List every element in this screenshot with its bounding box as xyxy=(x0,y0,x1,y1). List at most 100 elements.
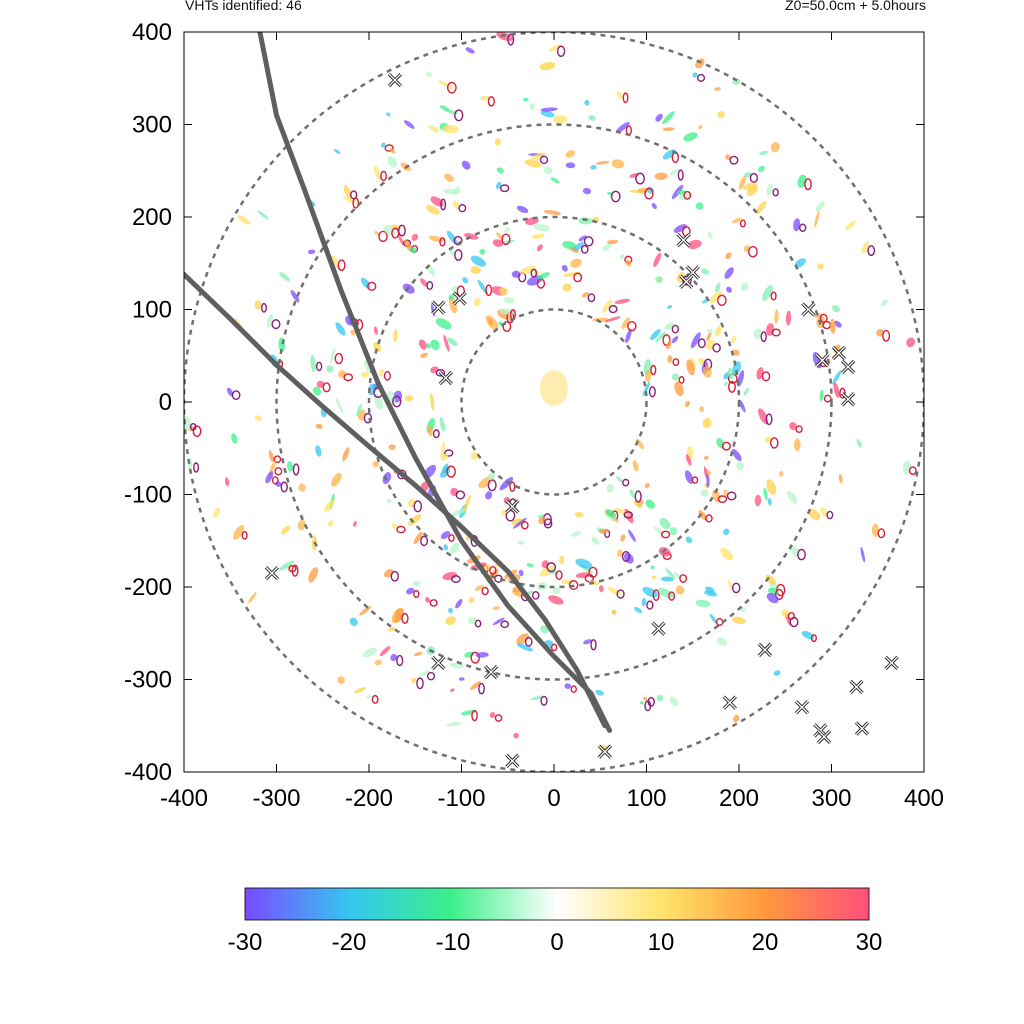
field-blob xyxy=(315,423,323,429)
field-blob xyxy=(643,696,648,701)
field-blob xyxy=(856,439,862,448)
field-blob xyxy=(287,461,294,472)
field-blob xyxy=(519,265,536,275)
vortex-contour xyxy=(877,528,886,539)
field-blob xyxy=(617,549,623,558)
field-blob xyxy=(727,367,734,380)
vortex-contour xyxy=(696,73,706,82)
field-blob xyxy=(540,110,555,118)
field-blob xyxy=(754,494,762,507)
field-blob xyxy=(524,159,542,168)
vortex-contour xyxy=(280,481,288,493)
field-blob xyxy=(876,329,885,337)
vortex-contour xyxy=(797,548,806,561)
vortex-contour xyxy=(193,462,200,473)
field-blob xyxy=(446,722,462,727)
vortex-contour xyxy=(769,437,779,449)
field-blob xyxy=(385,112,391,117)
vortex-contour xyxy=(650,364,657,376)
x-tick-label: 200 xyxy=(719,785,759,812)
field-blob xyxy=(705,586,715,594)
field-blob xyxy=(226,387,234,397)
vht-marker xyxy=(854,721,870,736)
field-blob xyxy=(595,689,604,696)
field-blob xyxy=(676,189,686,195)
field-blob xyxy=(785,310,792,326)
field-blob xyxy=(570,258,582,268)
field-blob xyxy=(298,483,306,492)
vortex-contour xyxy=(644,187,654,200)
field-blob xyxy=(526,563,534,568)
field-blob xyxy=(426,264,436,276)
field-blob xyxy=(669,696,679,707)
vortex-contour xyxy=(444,449,454,457)
field-blob xyxy=(662,149,676,160)
vortex-contour xyxy=(509,481,516,492)
field-blob xyxy=(464,233,479,240)
vortex-contour xyxy=(322,382,331,393)
field-blob xyxy=(448,608,454,614)
field-blob xyxy=(529,152,547,162)
field-blob xyxy=(732,217,742,224)
vht-marker xyxy=(884,655,899,670)
x-tick-label: -200 xyxy=(345,785,393,812)
field-blob xyxy=(316,380,325,388)
field-blob xyxy=(366,694,372,699)
vortex-contour xyxy=(531,591,540,600)
field-blob xyxy=(373,393,383,410)
vortex-contour xyxy=(760,331,767,343)
field-blob xyxy=(257,210,269,220)
field-blob xyxy=(655,331,666,343)
field-blob xyxy=(503,296,515,304)
field-blob xyxy=(539,565,556,577)
field-blob xyxy=(473,298,481,307)
field-blob xyxy=(660,576,674,582)
field-blob xyxy=(664,322,675,331)
vortex-contour xyxy=(616,589,625,599)
field-blob xyxy=(629,488,635,499)
field-blob xyxy=(335,322,346,336)
field-blob xyxy=(513,732,519,739)
field-blob xyxy=(773,670,781,676)
field-blob xyxy=(492,239,504,247)
vortex-contour xyxy=(396,654,404,667)
vht-marker xyxy=(794,700,810,715)
field-blob xyxy=(393,329,398,343)
vht-marker xyxy=(841,359,856,374)
field-blob xyxy=(440,531,451,540)
vortex-contour xyxy=(683,190,692,200)
vht-marker xyxy=(452,291,467,306)
field-blob xyxy=(430,339,440,351)
field-blob xyxy=(794,258,806,268)
vortex-contour xyxy=(810,634,817,643)
field-blob xyxy=(606,515,617,522)
vortex-contour xyxy=(432,429,440,439)
field-blob xyxy=(611,609,617,615)
field-blob xyxy=(450,688,455,693)
field-blob xyxy=(831,304,840,313)
field-blob xyxy=(598,528,609,534)
field-blob xyxy=(667,305,673,309)
field-blob xyxy=(470,681,481,691)
field-blob xyxy=(512,517,527,529)
y-tick-label: -100 xyxy=(124,482,172,509)
field-blob xyxy=(673,572,681,579)
x-tick-label: 300 xyxy=(811,785,851,812)
field-blob xyxy=(455,599,463,609)
vortex-contour xyxy=(273,455,282,464)
reference-circle xyxy=(275,123,833,681)
vht-marker xyxy=(483,664,499,680)
field-blob xyxy=(683,132,698,142)
field-blob xyxy=(448,248,456,256)
vortex-contour xyxy=(691,476,699,484)
field-blob xyxy=(564,683,572,689)
field-blob xyxy=(702,417,712,429)
field-blob xyxy=(281,525,290,535)
vortex-contour xyxy=(587,293,596,303)
field-blob xyxy=(552,587,561,595)
field-blob xyxy=(315,445,322,457)
x-tick-label: -400 xyxy=(160,785,208,812)
colorbar-tick-label: -10 xyxy=(436,929,471,956)
vortex-contour xyxy=(520,520,529,530)
colorbar-tick-label: 0 xyxy=(550,929,563,956)
